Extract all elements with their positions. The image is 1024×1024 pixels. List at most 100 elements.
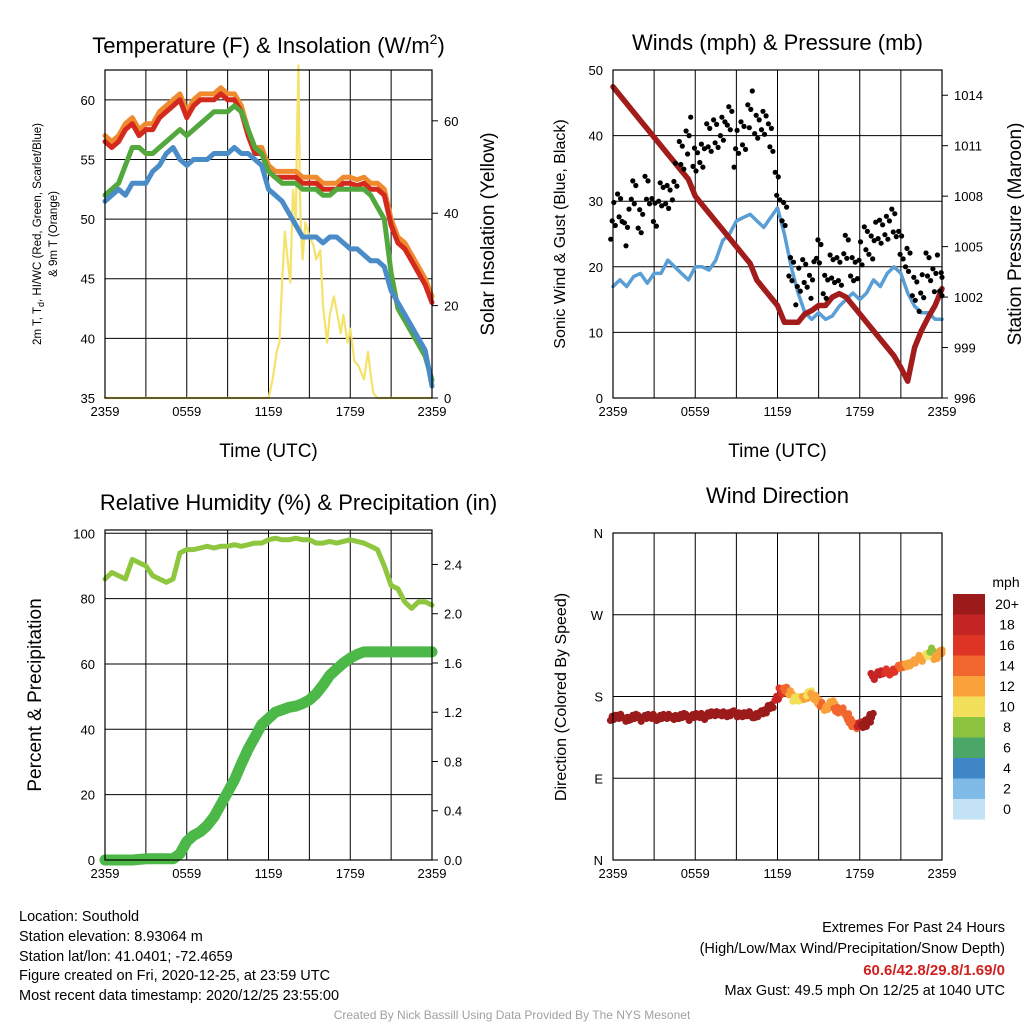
winds-title: Winds (mph) & Pressure (mb)	[632, 30, 923, 55]
gust-point	[837, 259, 843, 265]
gust-point	[926, 255, 932, 261]
gust-point	[937, 288, 943, 294]
gust-point	[653, 223, 660, 229]
station-info: Location: Southold Station elevation: 8.…	[19, 908, 339, 1007]
gust-point	[930, 266, 936, 272]
gust-point	[672, 160, 679, 166]
gust-point	[727, 127, 733, 133]
speed-legend-title: mph	[992, 574, 1019, 590]
gust-point	[734, 127, 740, 133]
figure-created: Figure created on Fri, 2020-12-25, at 23…	[19, 968, 331, 985]
gust-point	[866, 251, 872, 257]
gust-point	[660, 184, 666, 190]
winds-y2-tick-label: 996	[954, 391, 976, 406]
gust-point	[896, 228, 902, 234]
gust-point	[686, 133, 692, 139]
gust-point	[909, 293, 915, 299]
gust-point	[683, 128, 689, 134]
gust-point	[657, 180, 663, 186]
gust-point	[656, 198, 662, 204]
gust-point	[742, 146, 749, 152]
humidity-y2-tick-label: 0.0	[444, 853, 462, 868]
gust-point	[649, 196, 655, 202]
gust-point	[777, 197, 783, 203]
gust-point	[816, 260, 823, 266]
gust-point	[911, 274, 917, 280]
gust-point	[752, 131, 758, 137]
speed-legend-label: 20+	[995, 596, 1019, 612]
speed-legend-label: 16	[999, 637, 1015, 653]
humidity-x-tick-label: 1159	[255, 866, 283, 881]
gust-point	[749, 88, 755, 94]
gust-point	[859, 262, 865, 268]
heat-index-wind-chill-line	[102, 145, 435, 389]
gust-point	[720, 137, 727, 143]
winds-y-label: Sonic Wind & Gust (Blue, Black)	[552, 119, 569, 348]
gust-point	[774, 192, 780, 198]
gust-point	[635, 225, 641, 231]
gust-point	[793, 302, 799, 308]
gust-point	[890, 229, 896, 235]
gust-point	[882, 232, 888, 238]
extremes-values: 60.6/42.8/29.8/1.69/0	[863, 962, 1005, 979]
gust-point	[758, 127, 765, 133]
temperature-x-label: Time (UTC)	[219, 441, 318, 462]
gust-point	[770, 148, 776, 154]
insolation-line	[103, 64, 434, 400]
temperature-x-tick-label: 2359	[91, 404, 120, 419]
temperature-y-tick-label: 35	[81, 391, 95, 406]
gust-point	[813, 255, 820, 261]
humidity-y2-tick-label: 0.8	[444, 754, 462, 769]
gust-point	[885, 236, 891, 242]
gust-point	[765, 121, 772, 127]
humidity-y2-tick-label: 1.2	[444, 705, 462, 720]
gust-point	[796, 265, 802, 271]
gust-point	[609, 218, 615, 224]
gust-point	[886, 218, 893, 224]
gust-point	[646, 201, 653, 207]
speed-legend-label: 12	[999, 678, 1015, 694]
direction-points	[606, 644, 946, 733]
temperature-title-close: )	[437, 33, 444, 58]
gust-point	[638, 230, 644, 236]
gust-point	[801, 279, 807, 286]
speed-legend-label: 4	[1003, 760, 1011, 776]
winds-y2-tick-label: 999	[954, 341, 976, 356]
extremes-title: Extremes For Past 24 Hours	[822, 920, 1005, 936]
speed-legend-swatch	[953, 655, 985, 676]
speed-legend-swatch	[953, 717, 985, 738]
humidity-y-tick-label: 60	[81, 657, 95, 672]
gust-point	[784, 204, 790, 210]
gust-point	[626, 206, 632, 212]
gust-point	[934, 252, 941, 258]
gust-point	[693, 168, 699, 174]
direction-x-tick-label: 2359	[928, 866, 957, 881]
gust-point	[715, 144, 721, 150]
gust-point	[787, 255, 794, 261]
gust-point	[666, 205, 672, 211]
temperature-y2-tick-label: 60	[444, 114, 458, 129]
gust-point	[820, 291, 826, 297]
gust-point	[628, 196, 634, 202]
gust-points	[608, 88, 945, 314]
direction-x-tick-label: 1759	[845, 866, 874, 881]
humidity-x-tick-label: 0559	[172, 866, 201, 881]
speed-legend-label: 14	[999, 658, 1015, 674]
gust-point	[697, 159, 703, 166]
gust-point	[877, 217, 883, 223]
gust-point	[902, 264, 909, 270]
winds-y2-tick-label: 1002	[954, 290, 983, 305]
humidity-title: Relative Humidity (%) & Precipitation (i…	[100, 490, 497, 515]
gust-point	[724, 122, 730, 128]
gust-point	[755, 135, 761, 141]
speed-legend-swatch	[953, 676, 985, 697]
gust-point	[818, 241, 824, 248]
gust-point	[905, 268, 912, 274]
gust-point	[671, 178, 677, 185]
gust-point	[663, 201, 669, 207]
gust-point	[775, 174, 781, 180]
temperature-y2-tick-label: 40	[444, 206, 458, 221]
gust-point	[782, 222, 788, 229]
temperature-y-label: 2m T, Td, HI/WC (Red, Green, Scarlet/Blu…	[32, 123, 46, 345]
gust-point	[714, 121, 720, 127]
